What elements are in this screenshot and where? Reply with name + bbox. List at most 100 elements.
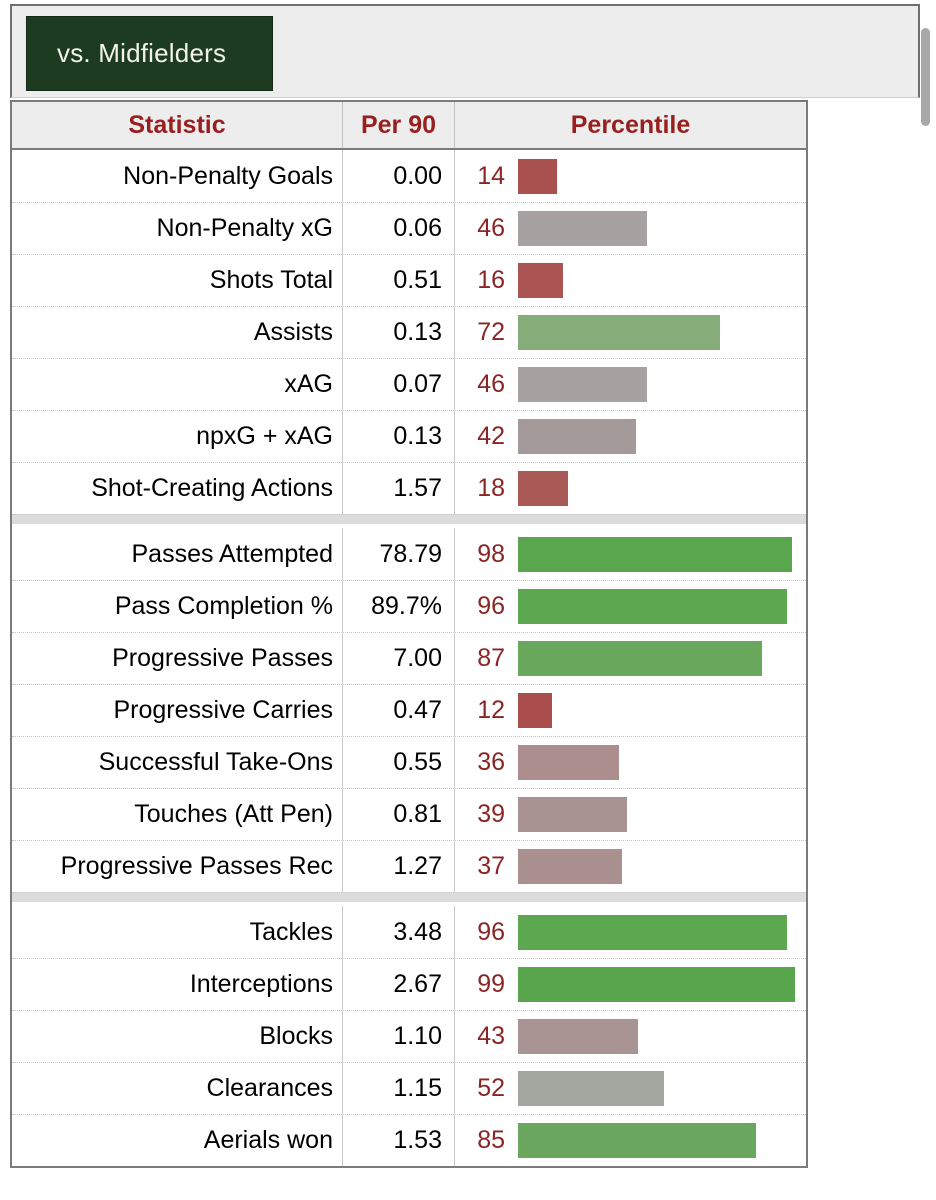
statistic-label: Progressive Carries xyxy=(113,696,333,724)
per90-value: 7.00 xyxy=(342,633,454,684)
percentile-cell: 72 xyxy=(454,307,806,358)
percentile-bar xyxy=(518,1019,639,1054)
statistic-label: Shot-Creating Actions xyxy=(91,474,333,502)
percentile-bar xyxy=(518,419,636,454)
table-row: Aerials won 1.53 85 xyxy=(12,1114,806,1166)
percentile-bar xyxy=(518,745,619,780)
statistic-label: Touches (Att Pen) xyxy=(134,800,333,828)
per90-value: 89.7% xyxy=(342,581,454,632)
statistic-label: Clearances xyxy=(206,1074,333,1102)
per90-value: 0.81 xyxy=(342,789,454,840)
per90-value: 0.13 xyxy=(342,307,454,358)
percentile-cell: 99 xyxy=(454,959,806,1010)
percentile-cell: 98 xyxy=(454,528,806,580)
table-row: Progressive Passes Rec 1.27 37 xyxy=(12,840,806,892)
table-row: Assists 0.13 72 xyxy=(12,306,806,358)
group-separator xyxy=(12,892,806,902)
per90-value: 0.55 xyxy=(342,737,454,788)
table-row: npxG + xAG 0.13 42 xyxy=(12,410,806,462)
per90-value: 0.47 xyxy=(342,685,454,736)
table-row: Passes Attempted 78.79 98 xyxy=(12,528,806,580)
percentile-value: 37 xyxy=(477,852,505,880)
table-row: Tackles 3.48 96 xyxy=(12,906,806,958)
per90-value: 1.15 xyxy=(342,1063,454,1114)
col-header-percentile: Percentile xyxy=(454,102,806,148)
percentile-bar xyxy=(518,693,552,728)
table-row: Pass Completion % 89.7% 96 xyxy=(12,580,806,632)
percentile-cell: 96 xyxy=(454,906,806,958)
percentile-bar xyxy=(518,158,558,194)
statistic-label: Tackles xyxy=(249,917,333,946)
percentile-value: 96 xyxy=(477,592,505,620)
percentile-value: 42 xyxy=(477,422,505,450)
per90-value: 78.79 xyxy=(342,528,454,580)
percentile-bar xyxy=(518,641,762,676)
percentile-cell: 43 xyxy=(454,1011,806,1062)
per90-value: 1.57 xyxy=(342,463,454,514)
percentile-cell: 85 xyxy=(454,1115,806,1166)
percentile-cell: 36 xyxy=(454,737,806,788)
percentile-bar xyxy=(518,471,569,506)
percentile-bar xyxy=(518,1123,756,1158)
statistic-label: Passes Attempted xyxy=(131,539,333,568)
statistic-label: Pass Completion % xyxy=(114,592,333,620)
per90-value: 1.27 xyxy=(342,841,454,892)
table-row: Progressive Passes 7.00 87 xyxy=(12,632,806,684)
per90-value: 3.48 xyxy=(342,906,454,958)
percentile-cell: 96 xyxy=(454,581,806,632)
percentile-value: 98 xyxy=(477,539,505,568)
percentile-value: 87 xyxy=(477,644,505,672)
percentile-bar xyxy=(518,797,628,832)
vertical-scrollbar-thumb[interactable] xyxy=(921,28,930,126)
scouting-report-table: Statistic Per 90 Percentile Non-Penalty … xyxy=(10,100,808,1168)
per90-value: 2.67 xyxy=(342,959,454,1010)
table-row: Touches (Att Pen) 0.81 39 xyxy=(12,788,806,840)
percentile-bar xyxy=(518,263,563,298)
group-separator xyxy=(12,514,806,524)
percentile-bar xyxy=(518,849,622,884)
statistic-label: Assists xyxy=(253,318,333,346)
percentile-value: 72 xyxy=(477,318,505,346)
statistic-label: Aerials won xyxy=(203,1126,333,1154)
table-row: Non-Penalty xG 0.06 46 xyxy=(12,202,806,254)
percentile-cell: 16 xyxy=(454,255,806,306)
statistic-label: Progressive Passes xyxy=(112,644,333,672)
percentile-bar xyxy=(518,589,787,624)
tab-vs-midfielders[interactable]: vs. Midfielders xyxy=(26,16,273,91)
percentile-cell: 46 xyxy=(454,203,806,254)
statistic-label: xAG xyxy=(284,370,333,398)
percentile-value: 99 xyxy=(477,970,505,998)
statistic-label: Non-Penalty xG xyxy=(156,214,333,242)
percentile-cell: 87 xyxy=(454,633,806,684)
percentile-bar xyxy=(518,211,647,246)
percentile-cell: 37 xyxy=(454,841,806,892)
per90-value: 0.13 xyxy=(342,411,454,462)
percentile-bar xyxy=(518,536,793,572)
table-row: Shots Total 0.51 16 xyxy=(12,254,806,306)
table-row: Non-Penalty Goals 0.00 14 xyxy=(12,150,806,202)
percentile-value: 18 xyxy=(477,474,505,502)
table-header-row: Statistic Per 90 Percentile xyxy=(12,102,806,150)
statistic-label: npxG + xAG xyxy=(196,422,333,450)
statistic-label: Blocks xyxy=(259,1022,333,1050)
percentile-value: 36 xyxy=(477,748,505,776)
per90-value: 1.10 xyxy=(342,1011,454,1062)
percentile-value: 14 xyxy=(477,161,505,190)
percentile-value: 46 xyxy=(477,370,505,398)
percentile-value: 96 xyxy=(477,917,505,946)
per90-value: 0.00 xyxy=(342,150,454,202)
percentile-cell: 14 xyxy=(454,150,806,202)
percentile-cell: 18 xyxy=(454,463,806,514)
tab-label: vs. Midfielders xyxy=(57,38,227,68)
table-row: Progressive Carries 0.47 12 xyxy=(12,684,806,736)
percentile-value: 85 xyxy=(477,1126,505,1154)
percentile-cell: 52 xyxy=(454,1063,806,1114)
percentile-cell: 46 xyxy=(454,359,806,410)
percentile-value: 46 xyxy=(477,214,505,242)
per90-value: 0.06 xyxy=(342,203,454,254)
per90-value: 0.51 xyxy=(342,255,454,306)
table-row: Interceptions 2.67 99 xyxy=(12,958,806,1010)
percentile-bar xyxy=(518,315,720,350)
col-header-per90: Per 90 xyxy=(342,102,454,148)
percentile-bar xyxy=(518,914,787,950)
